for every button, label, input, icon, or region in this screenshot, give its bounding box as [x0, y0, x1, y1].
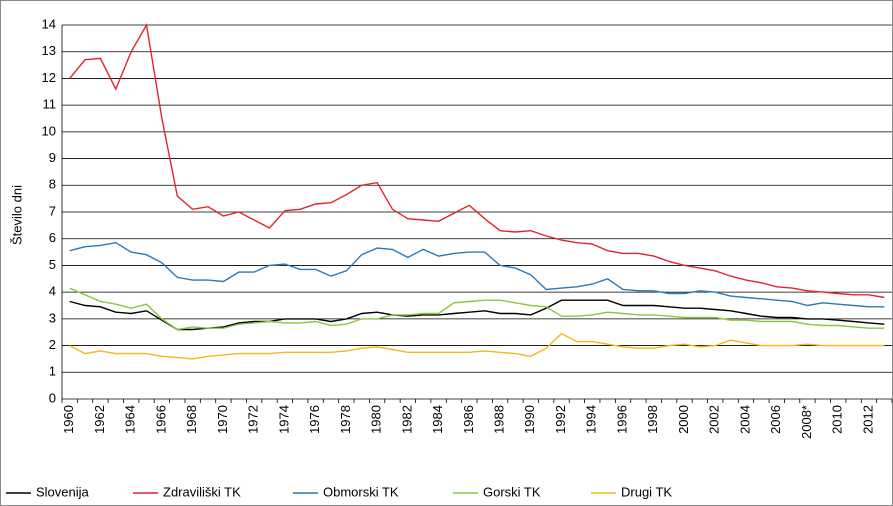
- x-tick-label: 1974: [276, 405, 291, 434]
- series-line: [69, 22, 885, 299]
- x-tick-label: 1992: [553, 405, 568, 434]
- x-tick-label: 1998: [645, 405, 660, 434]
- x-tick-label: 1960: [61, 405, 76, 434]
- x-tick-label: 1996: [614, 405, 629, 434]
- y-tick-label: 2: [49, 337, 56, 352]
- x-tick-label: 1994: [584, 405, 599, 434]
- legend-label: Obmorski TK: [323, 484, 399, 499]
- x-tick-label: 1966: [153, 405, 168, 434]
- x-tick-label: 2000: [676, 405, 691, 434]
- y-tick-label: 0: [49, 390, 56, 405]
- y-tick-label: 8: [49, 177, 56, 192]
- y-tick-label: 10: [42, 123, 56, 138]
- y-tick-label: 5: [49, 257, 56, 272]
- x-tick-label: 1984: [430, 405, 445, 434]
- y-tick-label: 12: [42, 70, 56, 85]
- x-tick-label: 2004: [737, 405, 752, 434]
- x-tick-label: 1968: [184, 405, 199, 434]
- x-tick-label: 1978: [338, 405, 353, 434]
- x-tick-label: 1982: [399, 405, 414, 434]
- x-tick-label: 2006: [768, 405, 783, 434]
- legend-label: Gorski TK: [483, 484, 541, 499]
- x-tick-label: 1972: [246, 405, 261, 434]
- legend-label: Drugi TK: [621, 484, 672, 499]
- x-tick-label: 1988: [491, 405, 506, 434]
- x-tick-label: 1986: [461, 405, 476, 434]
- y-tick-label: 1: [49, 364, 56, 379]
- y-tick-label: 4: [49, 284, 56, 299]
- x-tick-label: 2002: [707, 405, 722, 434]
- x-tick-label: 1990: [522, 405, 537, 434]
- x-tick-label: 1980: [369, 405, 384, 434]
- y-axis-label: Število dni: [9, 185, 24, 245]
- y-tick-label: 3: [49, 310, 56, 325]
- y-tick-label: 11: [43, 97, 57, 112]
- x-tick-label: 1976: [307, 405, 322, 434]
- legend-label: Zdraviliški TK: [163, 484, 241, 499]
- y-tick-label: 13: [42, 43, 56, 58]
- series-line: [69, 241, 885, 308]
- x-tick-label: 2008*: [799, 405, 814, 439]
- y-tick-label: 9: [49, 150, 56, 165]
- x-tick-label: 2012: [860, 405, 875, 434]
- y-tick-label: 6: [49, 230, 56, 245]
- y-tick-label: 14: [42, 16, 56, 31]
- x-tick-label: 1964: [123, 405, 138, 434]
- x-tick-label: 1962: [92, 405, 107, 434]
- x-tick-label: 2010: [830, 405, 845, 434]
- series-line: [69, 332, 885, 360]
- x-tick-label: 1970: [215, 405, 230, 434]
- legend-label: Slovenija: [36, 484, 90, 499]
- y-tick-label: 7: [49, 203, 56, 218]
- series-line: [69, 287, 885, 331]
